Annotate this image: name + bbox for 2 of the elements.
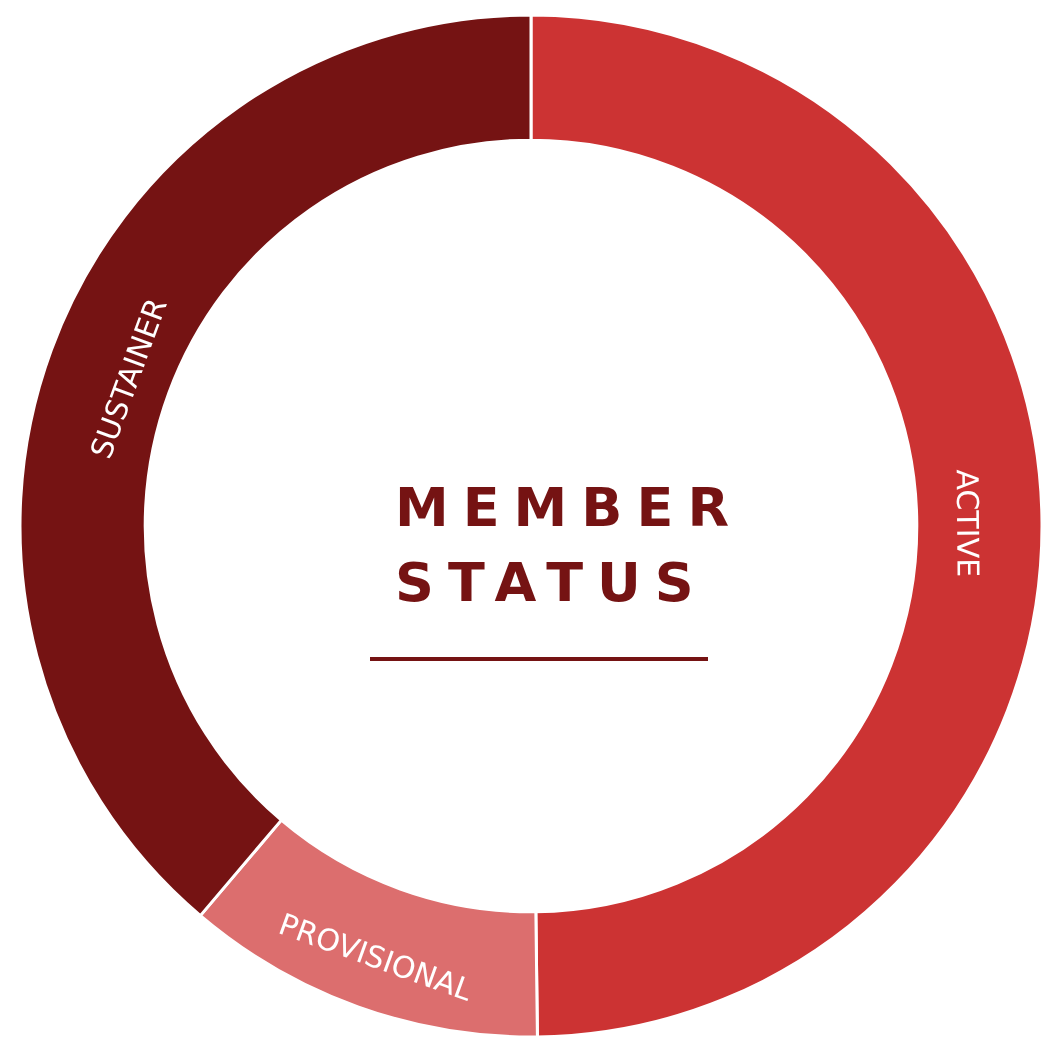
slice-label: ACTIVE	[949, 469, 986, 578]
text: MEMBER STATUS	[394, 475, 743, 616]
